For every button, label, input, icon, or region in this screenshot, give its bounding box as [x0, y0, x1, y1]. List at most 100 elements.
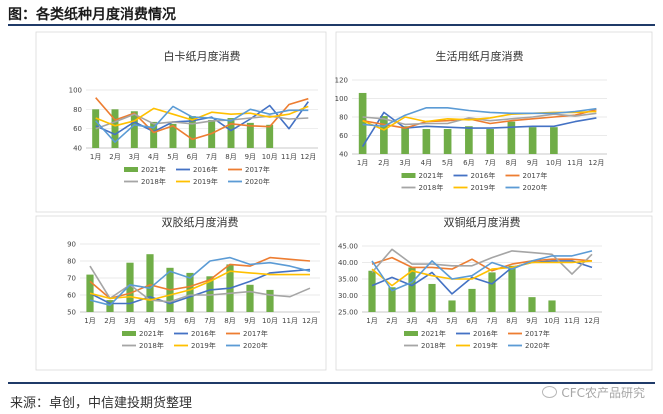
bar	[528, 127, 537, 154]
y-tick-label: 60	[67, 292, 76, 300]
x-tick-label: 2月	[378, 159, 389, 167]
bar	[486, 129, 494, 154]
bar	[206, 276, 214, 312]
bar	[550, 127, 558, 154]
legend-label: 2018年	[139, 341, 164, 350]
x-tick-label: 12月	[588, 159, 604, 167]
series-line	[89, 256, 311, 300]
y-tick-label: 30.00	[338, 292, 358, 300]
bar	[507, 121, 516, 154]
series-line	[89, 268, 311, 305]
series-line	[371, 250, 593, 292]
x-tick-label: 5月	[164, 317, 175, 325]
legend-label: 2018年	[419, 183, 444, 192]
legend-label: 2017年	[525, 329, 550, 338]
y-tick-label: 90	[67, 241, 76, 249]
legend-label: 2019年	[471, 183, 496, 192]
top-rule	[8, 24, 655, 26]
chart-panel-2: 生活用纸月度消费 40 60 80 100 120 1月 2月 3月 4月 5月 6月 7月 8月 9月 10…	[335, 31, 653, 213]
legend-label: 2020年	[523, 183, 548, 192]
series-line	[95, 105, 309, 143]
legend-label: 2016年	[471, 171, 496, 180]
x-tick-label: 12月	[584, 317, 600, 325]
x-tick-label: 2月	[386, 317, 397, 325]
series-line	[89, 270, 310, 301]
bar	[227, 118, 235, 148]
bar	[246, 284, 254, 312]
x-tick-label: 7月	[486, 317, 497, 325]
legend-label: 2019年	[473, 341, 498, 350]
y-tick-label: 40.00	[338, 259, 358, 267]
legend-label: 2017年	[245, 165, 270, 174]
y-tick-label: 25.00	[338, 309, 358, 317]
y-tick-label: 80	[339, 114, 348, 122]
series-line	[89, 256, 311, 306]
series-line	[362, 107, 597, 128]
x-tick-label: 9月	[245, 153, 256, 161]
legend-swatch	[122, 331, 136, 336]
bottom-rule	[8, 382, 655, 384]
series-line	[361, 111, 597, 148]
legend-label: 2021年	[141, 165, 166, 174]
bar	[465, 126, 473, 154]
y-tick-label: 60	[73, 125, 82, 133]
x-tick-label: 10月	[544, 317, 560, 325]
x-tick-label: 7月	[204, 317, 215, 325]
x-tick-label: 5月	[167, 153, 178, 161]
bar	[111, 109, 119, 148]
x-tick-label: 10月	[262, 153, 278, 161]
x-tick-label: 4月	[421, 159, 432, 167]
bar	[126, 262, 134, 312]
bar	[443, 129, 452, 154]
bar	[266, 124, 274, 148]
legend-label: 2016年	[191, 329, 216, 338]
legend-swatch	[401, 173, 416, 178]
bar	[468, 288, 476, 312]
x-tick-label: 9月	[526, 317, 537, 325]
x-tick-label: 12月	[300, 153, 316, 161]
x-tick-label: 8月	[224, 317, 235, 325]
legend-label: 2018年	[421, 341, 446, 350]
y-tick-label: 45.00	[338, 243, 358, 251]
legend-swatch	[404, 331, 418, 336]
bar	[358, 92, 367, 154]
bar	[401, 126, 409, 154]
bar	[448, 300, 456, 312]
bar	[266, 289, 274, 312]
chart-panel-4: 双铜纸月度消费 25.00 30.00 35.00 40.00 45.00 1月 2月 3月 4月…	[335, 215, 653, 371]
chart-panel-3: 双胶纸月度消费 50 60 70 80 90 1月 2月 3月 4月 5月 6月 7月 8月 9月 10月 11…	[35, 215, 327, 371]
x-tick-label: 8月	[506, 159, 517, 167]
x-tick-label: 11月	[567, 159, 583, 167]
bar	[106, 300, 114, 312]
x-tick-label: 6月	[466, 317, 477, 325]
bar	[150, 121, 158, 148]
bar	[528, 297, 536, 312]
series-line	[371, 260, 593, 287]
x-tick-label: 1月	[366, 317, 377, 325]
chart-title: 生活用纸月度消费	[436, 49, 524, 63]
bar	[428, 283, 436, 312]
x-tick-label: 7月	[206, 153, 217, 161]
chart-title: 白卡纸月度消费	[164, 49, 241, 63]
bar	[488, 272, 496, 312]
x-tick-label: 11月	[281, 153, 297, 161]
x-tick-label: 6月	[187, 153, 198, 161]
x-tick-label: 8月	[225, 153, 236, 161]
y-tick-label: 80	[67, 258, 76, 266]
legend-label: 2020年	[245, 177, 270, 186]
y-tick-label: 120	[335, 77, 348, 85]
watermark-label: CFC农产品研究	[561, 386, 645, 400]
legend-label: 2018年	[141, 177, 166, 186]
series-line	[371, 256, 593, 272]
y-tick-label: 40	[73, 145, 82, 153]
y-tick-label: 35.00	[338, 276, 358, 284]
series-line	[95, 101, 309, 136]
y-tick-label: 100	[335, 95, 348, 103]
x-tick-label: 4月	[144, 317, 155, 325]
wechat-icon	[542, 386, 558, 398]
y-tick-label: 100	[69, 87, 82, 95]
series-line	[95, 97, 309, 141]
bar	[368, 270, 376, 312]
x-tick-label: 6月	[184, 317, 195, 325]
series-line	[371, 248, 593, 275]
